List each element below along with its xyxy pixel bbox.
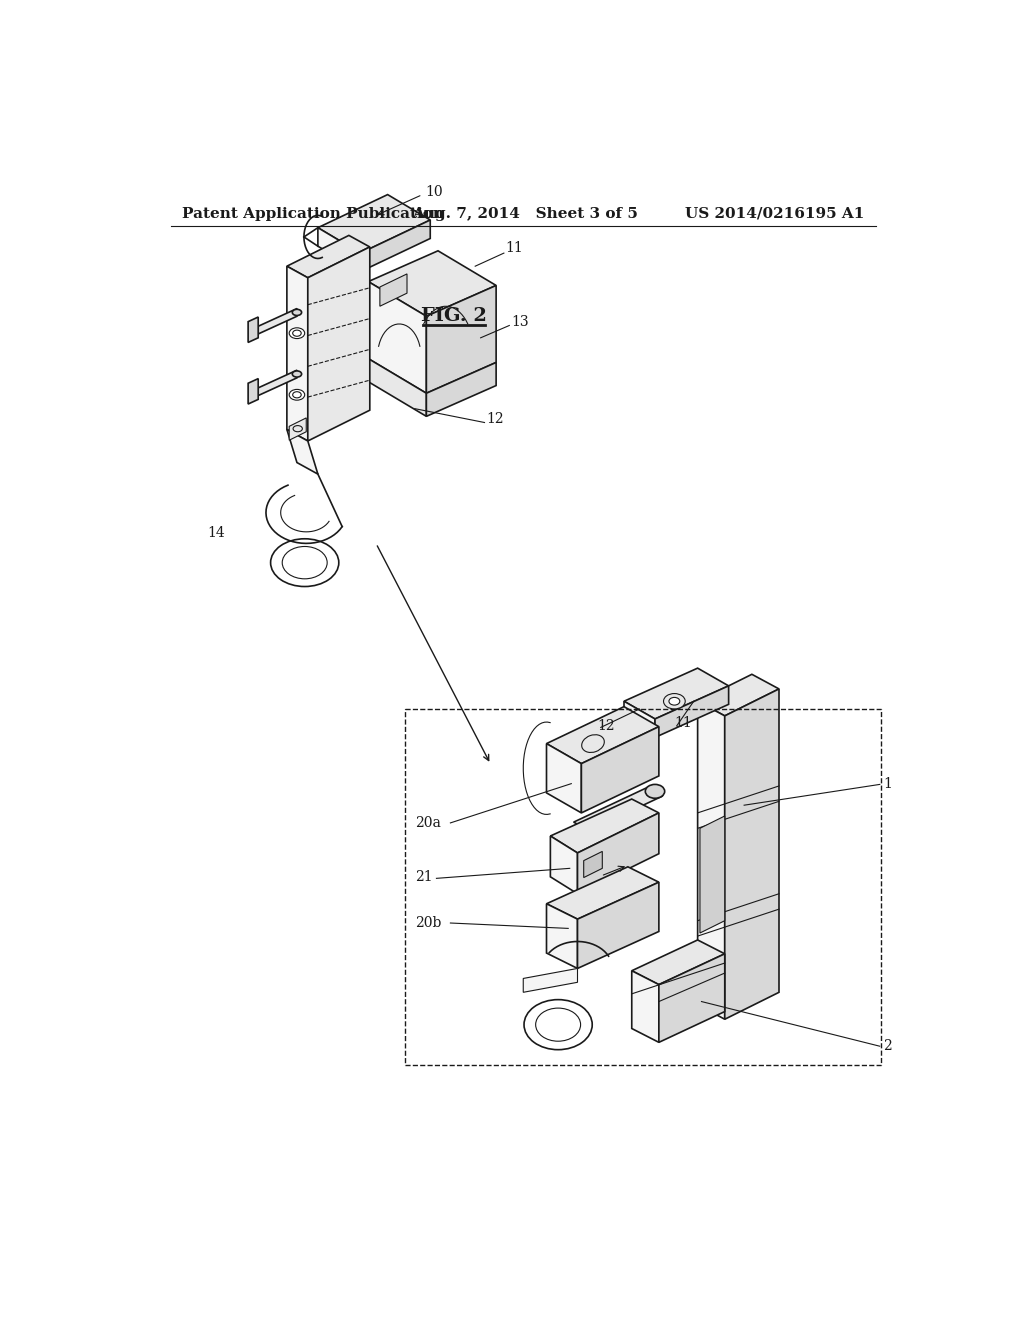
Polygon shape bbox=[287, 267, 308, 441]
Polygon shape bbox=[258, 309, 297, 334]
Polygon shape bbox=[248, 317, 258, 342]
Polygon shape bbox=[248, 379, 258, 404]
Ellipse shape bbox=[289, 389, 305, 400]
Ellipse shape bbox=[292, 371, 302, 378]
Ellipse shape bbox=[293, 330, 301, 337]
Polygon shape bbox=[584, 851, 602, 878]
Ellipse shape bbox=[669, 697, 680, 705]
Polygon shape bbox=[550, 836, 578, 894]
Polygon shape bbox=[632, 970, 658, 1043]
Text: 12: 12 bbox=[486, 412, 504, 426]
Polygon shape bbox=[700, 816, 725, 933]
Polygon shape bbox=[547, 867, 658, 919]
Polygon shape bbox=[547, 904, 578, 969]
Polygon shape bbox=[624, 701, 655, 738]
Bar bbox=[406, 709, 882, 1065]
Text: 20b: 20b bbox=[415, 916, 441, 931]
Polygon shape bbox=[317, 227, 360, 272]
Polygon shape bbox=[287, 429, 317, 474]
Polygon shape bbox=[317, 194, 430, 253]
Polygon shape bbox=[380, 275, 407, 306]
Polygon shape bbox=[578, 813, 658, 894]
Text: 11: 11 bbox=[506, 242, 523, 256]
Text: 20a: 20a bbox=[415, 816, 440, 830]
Polygon shape bbox=[697, 675, 779, 715]
Text: 21: 21 bbox=[415, 870, 432, 884]
Ellipse shape bbox=[645, 784, 665, 799]
Ellipse shape bbox=[289, 327, 305, 339]
Text: 10: 10 bbox=[425, 185, 442, 198]
Polygon shape bbox=[289, 418, 306, 441]
Text: FIG. 2: FIG. 2 bbox=[421, 308, 486, 325]
Text: Patent Application Publication: Patent Application Publication bbox=[182, 207, 444, 220]
Polygon shape bbox=[547, 706, 658, 763]
Text: 14: 14 bbox=[207, 527, 225, 540]
Polygon shape bbox=[258, 370, 297, 396]
Text: Aug. 7, 2014   Sheet 3 of 5: Aug. 7, 2014 Sheet 3 of 5 bbox=[412, 207, 638, 220]
Text: 2: 2 bbox=[883, 1039, 892, 1053]
Polygon shape bbox=[426, 285, 496, 393]
Text: 12: 12 bbox=[597, 719, 614, 733]
Polygon shape bbox=[360, 220, 430, 272]
Polygon shape bbox=[523, 969, 578, 993]
Polygon shape bbox=[369, 251, 496, 317]
Polygon shape bbox=[578, 882, 658, 969]
Text: 1: 1 bbox=[883, 777, 892, 792]
Ellipse shape bbox=[293, 392, 301, 397]
Polygon shape bbox=[582, 726, 658, 813]
Polygon shape bbox=[573, 788, 663, 830]
Polygon shape bbox=[426, 363, 496, 416]
Polygon shape bbox=[658, 954, 725, 1043]
Polygon shape bbox=[547, 743, 582, 813]
Polygon shape bbox=[624, 668, 729, 719]
Polygon shape bbox=[287, 235, 370, 277]
Polygon shape bbox=[369, 359, 426, 416]
Text: 13: 13 bbox=[511, 314, 528, 329]
Polygon shape bbox=[725, 689, 779, 1019]
Polygon shape bbox=[308, 247, 370, 441]
Text: US 2014/0216195 A1: US 2014/0216195 A1 bbox=[685, 207, 864, 220]
Ellipse shape bbox=[292, 309, 302, 315]
Polygon shape bbox=[369, 281, 426, 393]
Ellipse shape bbox=[664, 693, 685, 709]
Polygon shape bbox=[550, 799, 658, 853]
Text: 11: 11 bbox=[675, 715, 692, 730]
Polygon shape bbox=[697, 701, 725, 1019]
Polygon shape bbox=[632, 940, 725, 985]
Polygon shape bbox=[655, 686, 729, 738]
